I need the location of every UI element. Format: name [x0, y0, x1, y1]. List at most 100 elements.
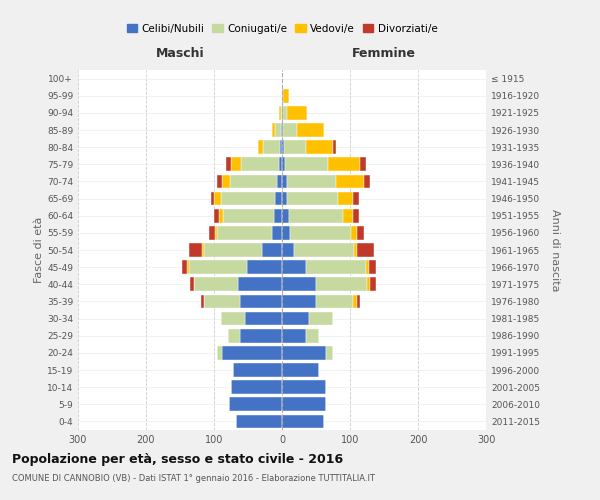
Bar [297, 123, 324, 137]
Bar [282, 294, 316, 308]
Bar [262, 243, 282, 257]
Bar [358, 243, 374, 257]
Bar [222, 346, 282, 360]
Bar [370, 278, 376, 291]
Bar [236, 414, 282, 428]
Bar [240, 329, 282, 342]
Bar [182, 260, 187, 274]
Y-axis label: Anni di nascita: Anni di nascita [550, 209, 560, 291]
Text: Popolazione per età, sesso e stato civile - 2016: Popolazione per età, sesso e stato civil… [12, 452, 343, 466]
Bar [357, 226, 364, 239]
Bar [220, 209, 223, 222]
Bar [353, 192, 359, 205]
Bar [287, 106, 307, 120]
Bar [275, 192, 282, 205]
Bar [279, 106, 281, 120]
Bar [247, 260, 282, 274]
Bar [343, 209, 353, 222]
Bar [226, 158, 231, 171]
Bar [328, 158, 360, 171]
Bar [357, 294, 360, 308]
Bar [227, 329, 240, 342]
Bar [282, 380, 326, 394]
Bar [337, 174, 364, 188]
Bar [282, 89, 283, 102]
Bar [272, 123, 275, 137]
Bar [222, 174, 230, 188]
Bar [282, 123, 283, 137]
Bar [365, 260, 369, 274]
Bar [214, 209, 220, 222]
Bar [284, 140, 306, 154]
Bar [282, 140, 284, 154]
Bar [274, 209, 282, 222]
Bar [282, 363, 319, 377]
Bar [282, 174, 287, 188]
Bar [367, 278, 370, 291]
Bar [282, 398, 326, 411]
Bar [241, 158, 278, 171]
Bar [282, 192, 287, 205]
Bar [282, 414, 324, 428]
Bar [282, 278, 316, 291]
Bar [364, 174, 370, 188]
Bar [201, 294, 205, 308]
Bar [282, 243, 294, 257]
Bar [282, 260, 306, 274]
Bar [352, 226, 357, 239]
Bar [215, 226, 217, 239]
Bar [263, 140, 280, 154]
Bar [240, 294, 282, 308]
Bar [202, 243, 204, 257]
Bar [187, 260, 189, 274]
Bar [223, 209, 274, 222]
Bar [217, 174, 222, 188]
Bar [282, 158, 286, 171]
Bar [326, 346, 333, 360]
Text: Maschi: Maschi [155, 46, 205, 60]
Bar [281, 123, 282, 137]
Bar [282, 226, 290, 239]
Bar [282, 106, 283, 120]
Bar [204, 243, 262, 257]
Bar [217, 226, 272, 239]
Bar [245, 312, 282, 326]
Bar [282, 209, 289, 222]
Bar [309, 312, 333, 326]
Bar [306, 329, 319, 342]
Bar [287, 192, 338, 205]
Bar [306, 140, 333, 154]
Bar [338, 192, 353, 205]
Bar [221, 312, 245, 326]
Y-axis label: Fasce di età: Fasce di età [34, 217, 44, 283]
Bar [272, 226, 282, 239]
Bar [306, 260, 365, 274]
Bar [294, 243, 354, 257]
Bar [231, 158, 241, 171]
Bar [238, 278, 282, 291]
Bar [316, 278, 367, 291]
Bar [289, 209, 343, 222]
Bar [229, 398, 282, 411]
Bar [353, 209, 359, 222]
Bar [214, 192, 221, 205]
Bar [360, 158, 365, 171]
Bar [189, 243, 202, 257]
Bar [287, 174, 337, 188]
Bar [217, 346, 222, 360]
Bar [205, 294, 240, 308]
Bar [257, 140, 263, 154]
Bar [194, 278, 238, 291]
Bar [221, 192, 275, 205]
Bar [353, 294, 357, 308]
Legend: Celibi/Nubili, Coniugati/e, Vedovi/e, Divorziati/e: Celibi/Nubili, Coniugati/e, Vedovi/e, Di… [122, 20, 442, 38]
Bar [282, 312, 309, 326]
Bar [190, 278, 194, 291]
Bar [286, 158, 328, 171]
Bar [333, 140, 337, 154]
Bar [275, 123, 281, 137]
Bar [282, 329, 306, 342]
Text: Femmine: Femmine [352, 46, 416, 60]
Bar [211, 192, 214, 205]
Bar [277, 174, 282, 188]
